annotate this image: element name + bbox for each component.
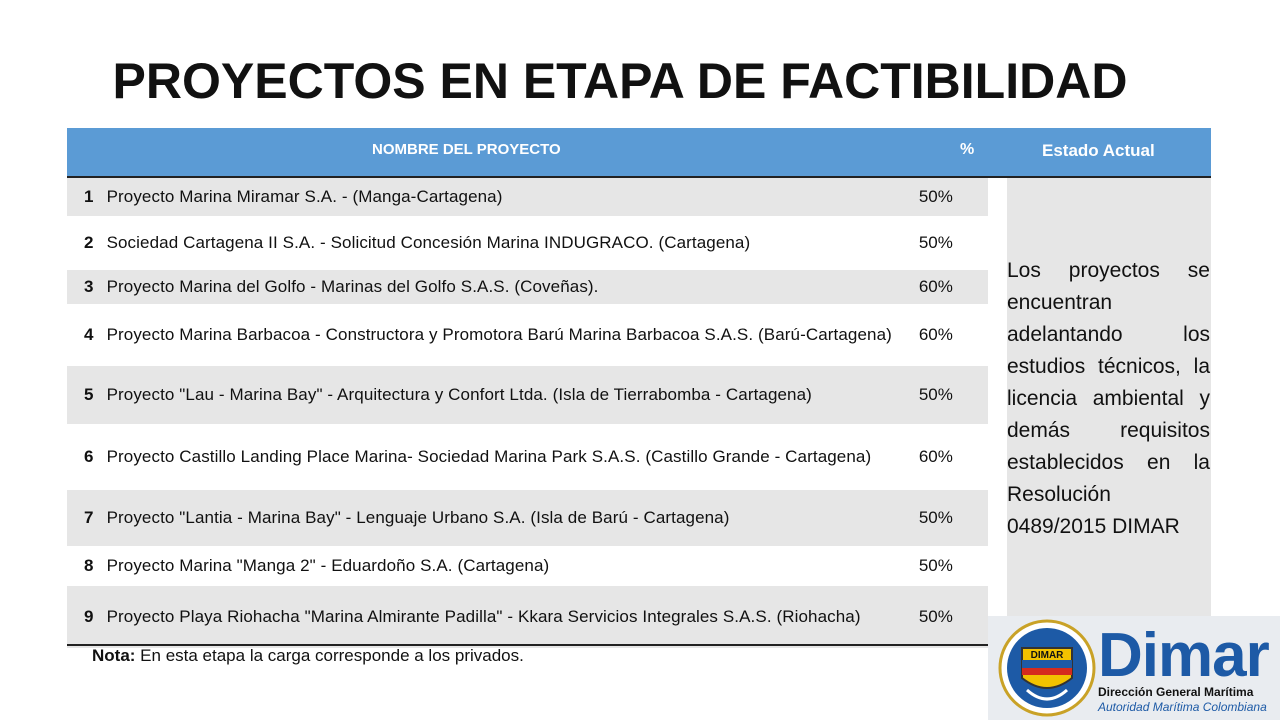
project-percent: 50% — [918, 233, 953, 252]
row-number: 7 — [84, 508, 94, 527]
seal-text: DIMAR — [1031, 650, 1065, 661]
project-percent: 60% — [918, 325, 953, 344]
project-percent: 60% — [918, 447, 953, 466]
row-number: 8 — [84, 556, 94, 575]
header-percent: % — [960, 141, 975, 158]
project-percent: 50% — [918, 385, 953, 404]
table-row: 1 Proyecto Marina Miramar S.A. - (Manga-… — [67, 178, 988, 216]
table-row: 4 Proyecto Marina Barbacoa - Constructor… — [67, 304, 988, 366]
dimar-wordmark: Dimar — [1098, 621, 1270, 690]
project-name: Proyecto Castillo Landing Place Marina- … — [106, 447, 872, 466]
table-row: 7 Proyecto "Lantia - Marina Bay" - Lengu… — [67, 490, 988, 546]
row-number: 1 — [84, 187, 94, 206]
estado-actual-cell — [1007, 178, 1211, 616]
project-name: Proyecto "Lau - Marina Bay" - Arquitectu… — [106, 385, 812, 404]
row-number: 3 — [84, 277, 94, 296]
project-name: Proyecto Marina del Golfo - Marinas del … — [106, 277, 599, 296]
table-row: 8 Proyecto Marina "Manga 2" - Eduardoño … — [67, 546, 988, 586]
project-name: Proyecto Marina "Manga 2" - Eduardoño S.… — [106, 556, 550, 575]
row-number: 5 — [84, 385, 94, 404]
footnote: Nota: En esta etapa la carga corresponde… — [92, 646, 524, 666]
project-percent: 50% — [918, 556, 953, 575]
header-estado-actual: Estado Actual — [1042, 141, 1155, 160]
table-body: 1 Proyecto Marina Miramar S.A. - (Manga-… — [67, 178, 988, 648]
table-bottom-border — [67, 644, 988, 646]
table-row: 3 Proyecto Marina del Golfo - Marinas de… — [67, 270, 988, 304]
project-name: Sociedad Cartagena II S.A. - Solicitud C… — [106, 233, 751, 252]
estado-actual-text: Los proyectos se encuentran adelantando … — [1007, 259, 1210, 538]
project-name: Proyecto Marina Barbacoa - Constructora … — [106, 325, 892, 344]
row-number: 2 — [84, 233, 94, 252]
project-name: Proyecto "Lantia - Marina Bay" - Lenguaj… — [106, 508, 730, 527]
footnote-text: En esta etapa la carga corresponde a los… — [135, 646, 524, 665]
table-row: 2 Sociedad Cartagena II S.A. - Solicitud… — [67, 216, 988, 270]
dimar-tagline: Autoridad Marítima Colombiana — [1098, 700, 1267, 714]
project-name: Proyecto Playa Riohacha "Marina Almirant… — [106, 607, 861, 626]
dimar-seal-icon: DIMAR — [998, 619, 1096, 717]
project-percent: 60% — [918, 277, 953, 296]
header-project-name: NOMBRE DEL PROYECTO — [372, 141, 561, 158]
dimar-subtitle: Dirección General Marítima — [1098, 685, 1254, 699]
footnote-label: Nota: — [92, 646, 136, 665]
table-row: 6 Proyecto Castillo Landing Place Marina… — [67, 424, 988, 490]
row-number: 9 — [84, 607, 94, 626]
table-row: 5 Proyecto "Lau - Marina Bay" - Arquitec… — [67, 366, 988, 424]
table-header: NOMBRE DEL PROYECTO % Estado Actual — [67, 128, 1211, 178]
row-number: 4 — [84, 325, 94, 344]
projects-table: NOMBRE DEL PROYECTO % Estado Actual 1 Pr… — [67, 128, 1211, 648]
project-percent: 50% — [918, 607, 953, 626]
project-percent: 50% — [918, 508, 953, 527]
page-title: PROYECTOS EN ETAPA DE FACTIBILIDAD — [112, 53, 1128, 109]
project-name: Proyecto Marina Miramar S.A. - (Manga-Ca… — [106, 187, 503, 206]
project-percent: 50% — [918, 187, 953, 206]
row-number: 6 — [84, 447, 94, 466]
table-row: 9 Proyecto Playa Riohacha "Marina Almira… — [67, 586, 988, 648]
